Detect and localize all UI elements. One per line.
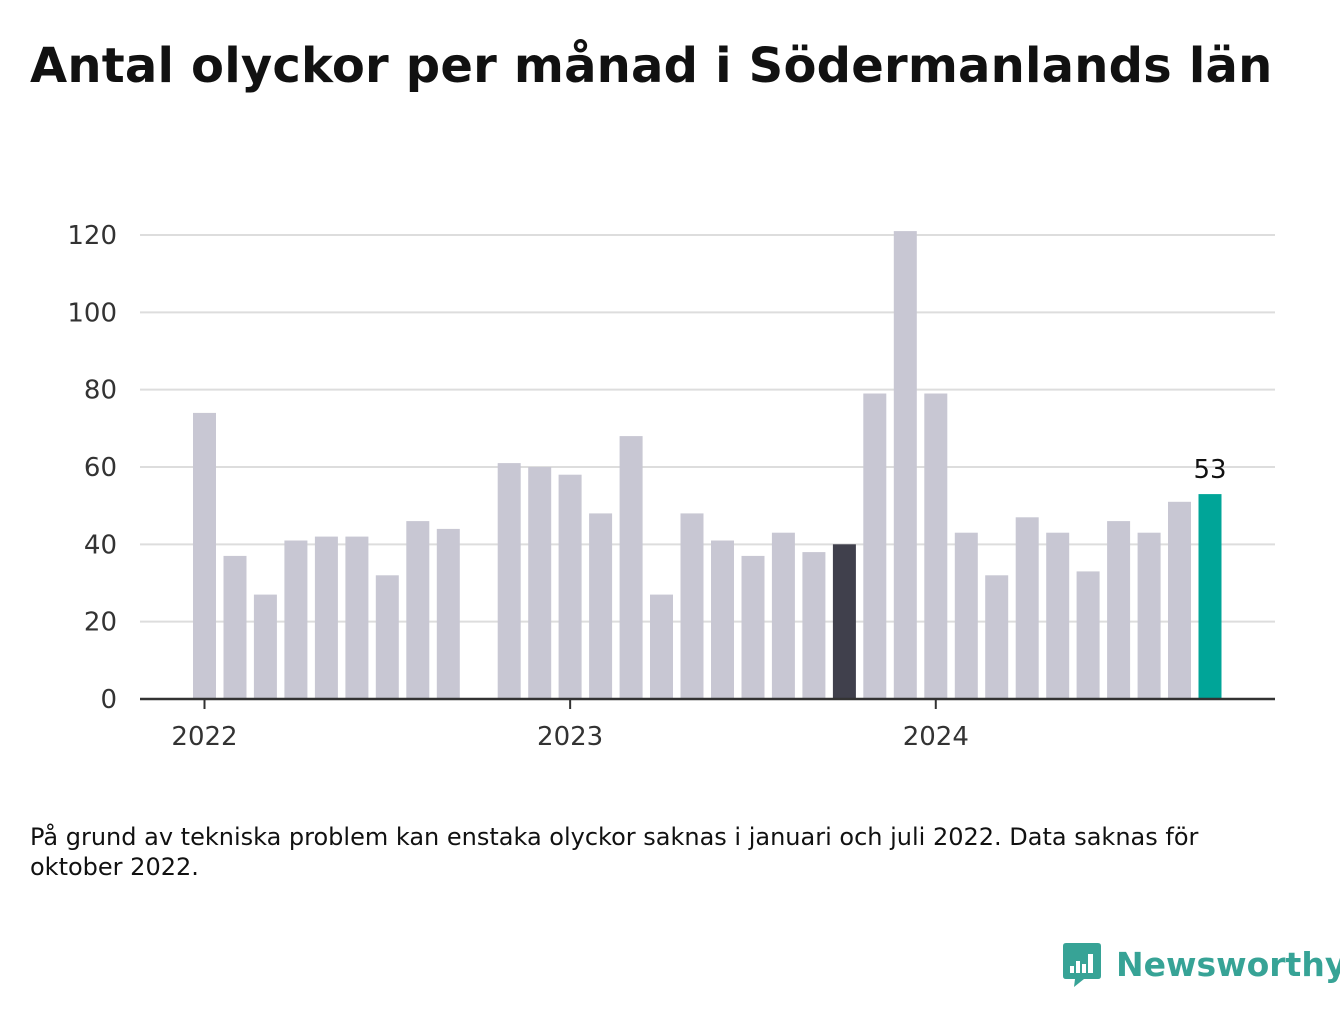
bar-2024-07: [1107, 521, 1131, 699]
bar-2023-11: [863, 393, 887, 699]
bar-2023-04: [650, 594, 673, 699]
bar-2023-10: [832, 544, 856, 699]
bar-2024-09: [1168, 501, 1191, 699]
y-axis-ticks: 0 20 40 60 80 100 120: [67, 221, 117, 715]
bars: [193, 231, 1222, 699]
y-tick-label: 40: [84, 530, 117, 560]
bar-2024-04: [1015, 517, 1039, 699]
bar-2022-01: [193, 412, 216, 699]
value-label: 53: [1193, 455, 1226, 485]
bar-2022-09: [436, 528, 460, 699]
bar-2023-07: [741, 555, 765, 699]
bar-2023-09: [802, 552, 826, 699]
bar-2023-01: [558, 474, 582, 699]
bar-2024-10: [1198, 494, 1222, 699]
brand-name: Newsworthy: [1116, 944, 1340, 984]
bar-2024-03: [985, 575, 1009, 699]
y-tick-label: 0: [100, 685, 117, 715]
bar-2022-12: [528, 467, 552, 699]
chart-title: Antal olyckor per månad i Södermanlands …: [30, 38, 1273, 94]
bar-2024-01: [924, 393, 948, 699]
bar-2024-06: [1076, 571, 1100, 699]
x-tick-label: 2023: [537, 722, 603, 752]
bar-2023-12: [893, 231, 917, 699]
y-tick-label: 20: [84, 608, 117, 638]
bar-2022-03: [253, 594, 277, 699]
x-axis-ticks: 2022 2023 2024: [171, 699, 969, 752]
bar-2022-11: [497, 463, 521, 699]
bar-2023-05: [680, 513, 704, 699]
bar-2023-06: [711, 540, 734, 699]
bar-2023-03: [619, 436, 643, 699]
x-tick-label: 2024: [903, 722, 969, 752]
value-labels: 53: [1193, 455, 1226, 485]
bar-2022-06: [345, 536, 369, 699]
y-tick-label: 60: [84, 453, 117, 483]
grid-lines: [140, 234, 1275, 623]
y-tick-label: 80: [84, 376, 117, 406]
bar-chart-speech-bubble-icon: [1063, 943, 1101, 987]
footnote: På grund av tekniska problem kan enstaka…: [30, 823, 1199, 881]
bar-2024-08: [1137, 532, 1161, 699]
brand-logo[interactable]: Newsworthy: [1062, 940, 1340, 988]
bar-2023-08: [771, 532, 795, 699]
bar-2023-02: [589, 513, 613, 699]
bar-2022-08: [406, 521, 430, 699]
bar-2024-02: [954, 532, 978, 699]
bar-2024-05: [1046, 532, 1070, 699]
bar-2022-04: [284, 540, 308, 699]
bar-2022-02: [223, 555, 247, 699]
x-tick-label: 2022: [171, 722, 237, 752]
bar-2022-05: [314, 536, 338, 699]
y-tick-label: 100: [67, 298, 117, 328]
bar-chart: 0 20 40 60 80 100 120 2022 2023 2024 53: [67, 221, 1275, 752]
bar-2022-07: [375, 575, 399, 699]
y-tick-label: 120: [67, 221, 117, 251]
